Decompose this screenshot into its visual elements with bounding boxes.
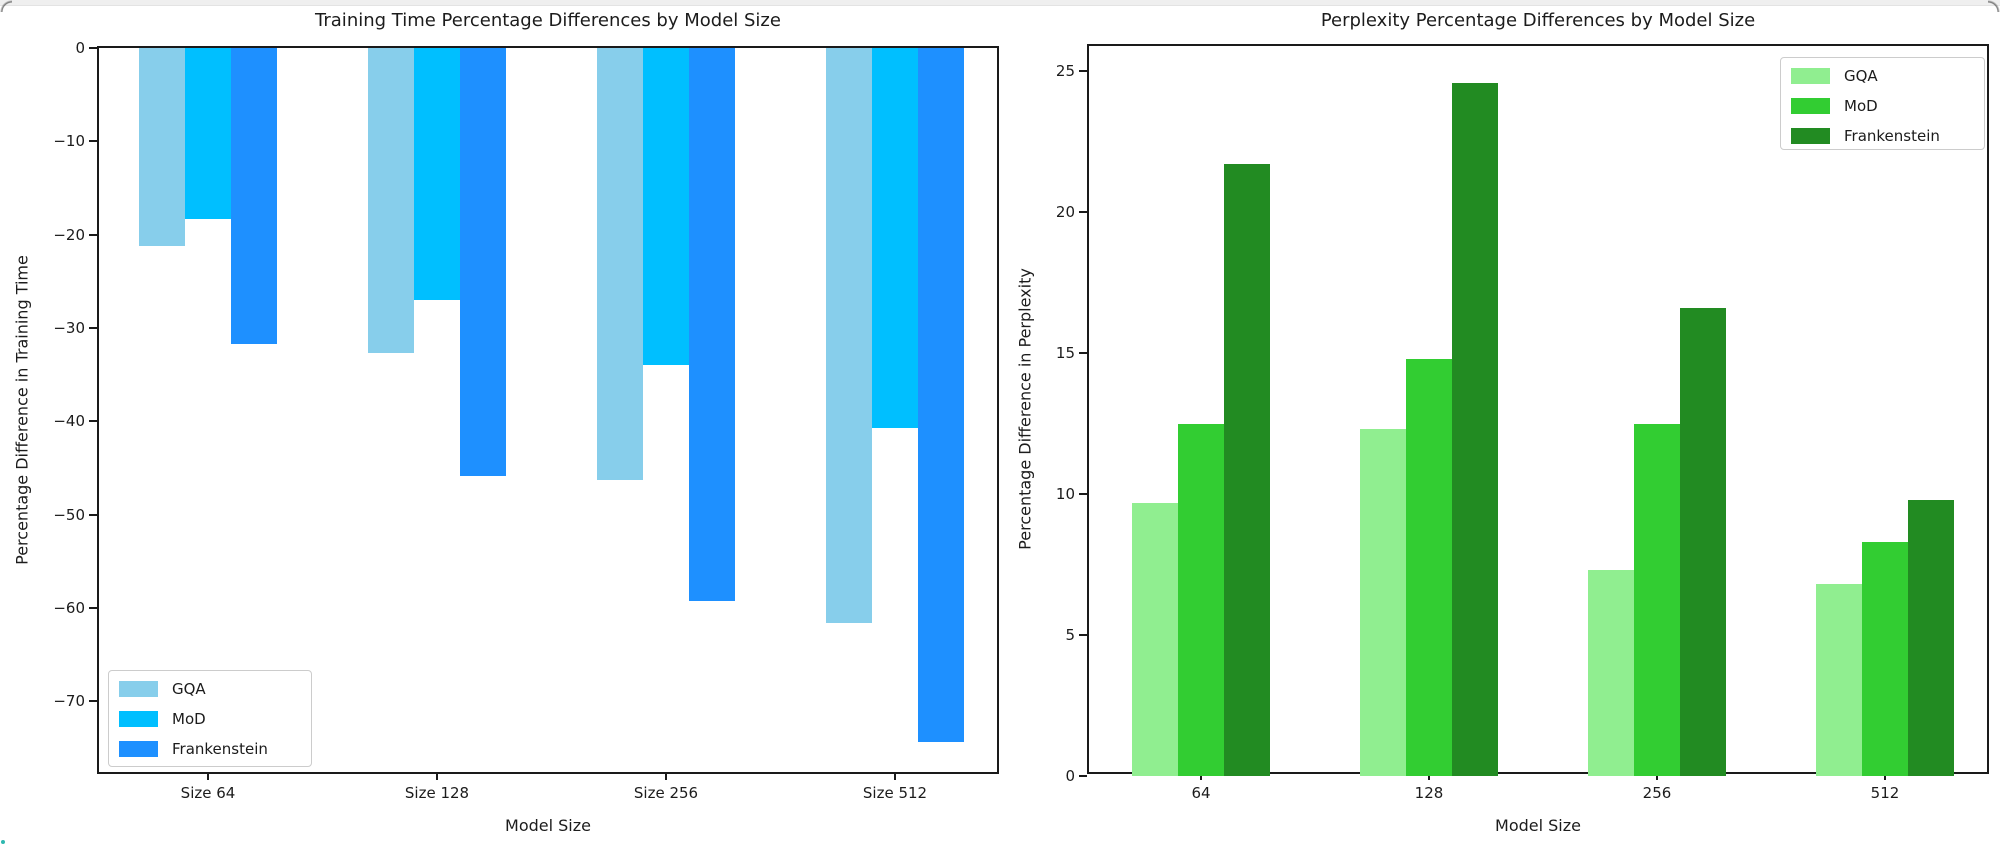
x-tick-label: Size 128: [404, 784, 470, 802]
x-tick: [665, 772, 667, 780]
y-tick-label: −10: [53, 132, 85, 151]
perplexity-chart-plot-area: 0 5 10 15 20 25 64 128 256 512 GQA MoD Frankenstein: [1056, 44, 1989, 802]
bar-Frankenstein-256: [1680, 308, 1726, 776]
y-tick: [1079, 70, 1087, 73]
legend-label: GQA: [1844, 67, 1878, 85]
bar-GQA-Size-64: [139, 48, 185, 246]
y-tick-label: 0: [75, 39, 85, 57]
y-tick: [1079, 211, 1087, 214]
bar-GQA-256: [1588, 570, 1634, 776]
bar-GQA-Size-512: [826, 48, 872, 623]
legend: GQA MoD Frankenstein: [108, 670, 312, 767]
bar-Frankenstein-Size-512: [918, 48, 964, 743]
x-tick-label: Size 64: [180, 784, 236, 802]
y-tick: [1079, 493, 1087, 496]
y-tick: [89, 140, 97, 143]
right-chart-title: Perplexity Percentage Differences by Mod…: [1320, 10, 1756, 31]
legend-label: Frankenstein: [1844, 127, 1940, 145]
y-tick: [1079, 352, 1087, 355]
bar-GQA-Size-128: [368, 48, 414, 354]
x-tick: [894, 772, 896, 780]
right-chart-ylabel: Percentage Difference in Perplexity: [1015, 268, 1035, 550]
training-time-chart-plot-area: 0 −10 −20 −30 −40 −50 −60 −70 Size 64 Size 128 Siz…: [53, 39, 999, 802]
y-tick: [89, 700, 97, 703]
legend-swatch: [1791, 98, 1830, 114]
bar-GQA-512: [1816, 584, 1862, 776]
legend-swatch: [1791, 68, 1830, 84]
y-tick-label: 10: [1055, 485, 1075, 504]
x-tick-label: 512: [1870, 784, 1900, 802]
bar-MoD-Size-512: [872, 48, 918, 428]
left-chart-ylabel: Percentage Difference in Training Time: [12, 255, 32, 565]
y-tick: [1079, 634, 1087, 637]
right-chart-xlabel: Model Size: [1495, 816, 1581, 835]
y-tick: [89, 607, 97, 609]
bar-Frankenstein-64: [1224, 164, 1270, 776]
x-tick: [1428, 772, 1430, 780]
left-chart-title: Training Time Percentage Differences by …: [315, 10, 781, 31]
legend-swatch: [119, 681, 158, 697]
y-tick-label: −40: [53, 412, 85, 431]
legend-entry-Frankenstein: Frankenstein: [119, 739, 268, 759]
legend-label: MoD: [172, 710, 206, 728]
x-tick: [1200, 772, 1202, 780]
window-top-edge: [0, 0, 2000, 6]
y-tick-label: −60: [53, 599, 85, 617]
y-tick-label: −30: [53, 319, 85, 337]
bar-Frankenstein-Size-128: [460, 48, 506, 477]
y-tick-label: 25: [1055, 62, 1075, 81]
legend-swatch: [1791, 128, 1830, 144]
bar-MoD-Size-64: [185, 48, 231, 219]
x-tick-label: Size 512: [862, 784, 928, 802]
y-tick-label: −50: [53, 505, 85, 524]
legend-entry-MoD: MoD: [119, 709, 206, 729]
y-tick-label: −70: [53, 692, 85, 711]
x-tick: [207, 772, 209, 780]
bar-Frankenstein-Size-64: [231, 48, 277, 344]
x-tick-label: 64: [1191, 784, 1211, 802]
legend-label: GQA: [172, 680, 206, 698]
bar-GQA-64: [1132, 502, 1178, 776]
y-tick: [89, 420, 97, 423]
bar-MoD-512: [1862, 542, 1908, 776]
y-tick-label: 15: [1055, 344, 1075, 363]
bar-Frankenstein-128: [1452, 82, 1498, 776]
left-chart-xlabel: Model Size: [505, 816, 591, 835]
bar-MoD-Size-256: [643, 48, 689, 366]
y-tick-label: 0: [1065, 767, 1075, 785]
legend-swatch: [119, 711, 158, 727]
bar-GQA-Size-256: [597, 48, 643, 481]
legend-entry-GQA: GQA: [119, 679, 206, 699]
x-tick-label: 256: [1642, 784, 1672, 802]
bar-Frankenstein-Size-256: [689, 48, 735, 601]
cursor-speck-artifact: [1, 840, 5, 844]
bar-MoD-64: [1178, 423, 1224, 776]
legend-swatch: [119, 741, 158, 757]
legend-entry-GQA: GQA: [1791, 66, 1878, 86]
y-tick-label: 5: [1065, 626, 1075, 645]
y-tick: [89, 513, 97, 516]
y-tick: [89, 47, 97, 49]
x-tick: [436, 772, 438, 780]
legend-entry-Frankenstein: Frankenstein: [1791, 126, 1940, 146]
y-tick-label: 20: [1055, 203, 1075, 222]
y-tick: [1079, 775, 1087, 777]
x-tick-label: Size 256: [633, 784, 699, 802]
bar-MoD-Size-128: [414, 48, 460, 300]
bar-Frankenstein-512: [1908, 499, 1954, 776]
x-tick-label: 128: [1414, 784, 1444, 802]
legend-entry-MoD: MoD: [1791, 96, 1878, 116]
legend: GQA MoD Frankenstein: [1780, 57, 1985, 150]
legend-label: Frankenstein: [172, 740, 268, 758]
bar-GQA-128: [1360, 429, 1406, 776]
x-tick: [1656, 772, 1658, 780]
bar-MoD-256: [1634, 423, 1680, 776]
bar-MoD-128: [1406, 358, 1452, 776]
y-tick-label: −20: [53, 225, 85, 244]
legend-label: MoD: [1844, 97, 1878, 115]
x-tick: [1884, 772, 1886, 780]
y-tick: [89, 233, 97, 236]
y-tick: [89, 327, 97, 329]
